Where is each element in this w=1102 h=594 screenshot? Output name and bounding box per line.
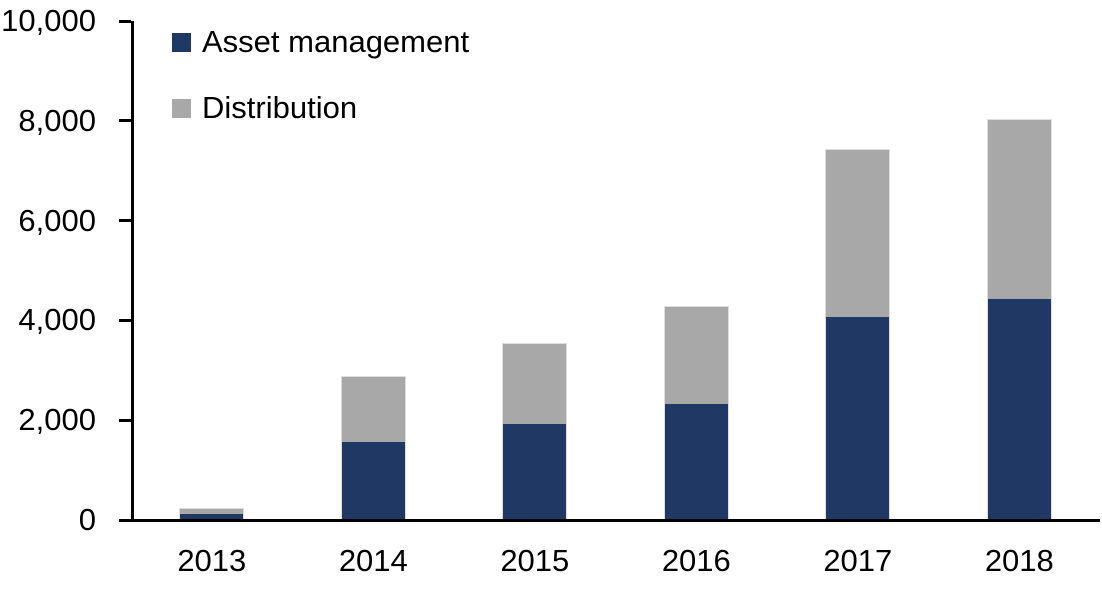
legend-item-asset-management: Asset management (172, 24, 469, 60)
x-axis-label-2013: 2013 (177, 543, 247, 578)
y-axis-label: 8,000 (18, 102, 96, 138)
x-axis-label-2016: 2016 (661, 543, 731, 578)
bar-stack-2018 (986, 118, 1052, 519)
y-axis-tick (119, 19, 131, 23)
y-axis-tick (119, 418, 131, 422)
y-axis-label: 0 (78, 502, 96, 537)
bar-segment-asset-management-2018 (987, 299, 1051, 519)
y-axis-tick (119, 318, 131, 322)
legend-item-distribution: Distribution (172, 90, 469, 126)
bar-stack-2014 (340, 375, 406, 519)
legend: Asset management Distribution (172, 24, 469, 156)
bar-segment-distribution-2013 (180, 509, 244, 515)
bar-segment-distribution-2017 (826, 149, 890, 317)
bar-segment-distribution-2016 (664, 306, 728, 405)
y-axis-label: 4,000 (18, 302, 96, 338)
x-axis-label-2017: 2017 (823, 543, 893, 578)
bar-stack-2017 (825, 148, 891, 519)
y-axis-tick (119, 219, 131, 223)
y-axis-label: 10,000 (1, 3, 96, 38)
bar-segment-asset-management-2014 (341, 441, 405, 519)
y-axis-label: 2,000 (18, 402, 96, 438)
bar-segment-asset-management-2015 (503, 424, 567, 519)
bar-stack-2016 (663, 305, 729, 519)
y-axis-line (131, 21, 134, 522)
bar-segment-distribution-2018 (987, 119, 1051, 300)
bar-stack-2015 (502, 343, 568, 519)
x-axis-label-2014: 2014 (338, 543, 408, 578)
bar-segment-distribution-2015 (503, 344, 567, 425)
x-axis-label-2015: 2015 (500, 543, 570, 578)
y-axis-tick (119, 119, 131, 123)
legend-label-asset-management: Asset management (202, 24, 470, 59)
bar-segment-asset-management-2017 (826, 316, 890, 519)
y-axis-label: 6,000 (18, 202, 96, 238)
bar-segment-asset-management-2016 (664, 404, 728, 519)
x-axis-line (119, 519, 1100, 522)
x-axis-label-2018: 2018 (984, 543, 1054, 578)
legend-swatch-asset-management (172, 32, 191, 52)
legend-swatch-distribution (172, 98, 191, 118)
bar-stack-2013 (179, 508, 245, 519)
bar-segment-distribution-2014 (341, 376, 405, 442)
legend-label-distribution: Distribution (202, 90, 358, 125)
bar-segment-asset-management-2013 (180, 514, 244, 519)
